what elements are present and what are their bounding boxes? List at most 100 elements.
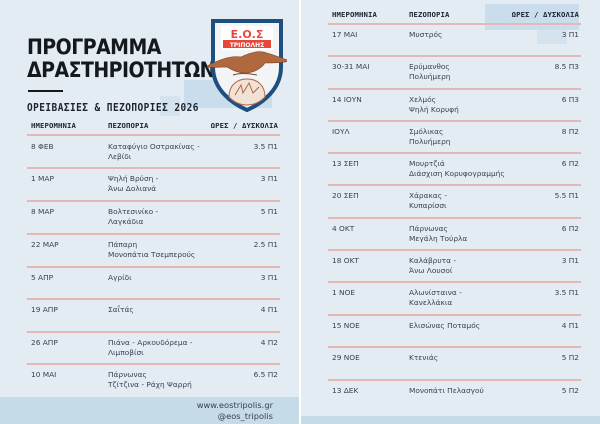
row-difficulty: 3 Π1 bbox=[561, 30, 579, 39]
route-line-1: Ελισώνας Ποταμός bbox=[409, 321, 481, 330]
route-line-1: Αλωνίσταινα - bbox=[409, 288, 462, 297]
row-date: 13 ΔΕΚ bbox=[332, 386, 359, 395]
route-line-2: Κανελλάκια bbox=[409, 298, 453, 307]
route-line-1: Πάρνωνας bbox=[108, 370, 147, 379]
decorative-tint bbox=[485, 4, 579, 30]
row-date: 30-31 ΜΑΙ bbox=[332, 62, 370, 71]
row-divider bbox=[328, 217, 581, 219]
row-divider bbox=[27, 134, 280, 136]
route-line-1: Πιάνα - Αρκουδόρεμα - bbox=[108, 338, 193, 347]
left-page: ΠΡΟΓΡΑΜΜΑ ΔΡΑΣΤΗΡΙΟΤΗΤΩΝ ΟΡΕΙΒΑΣΙΕΣ & ΠΕ… bbox=[0, 0, 299, 424]
row-divider bbox=[27, 233, 280, 235]
row-difficulty: 3 Π1 bbox=[260, 174, 278, 183]
table-header: ΗΜΕΡΟΜΗΝΙΑ ΠΕΖΟΠΟΡΙΑ ΩΡΕΣ / ΔΥΣΚΟΛΙΑ bbox=[328, 10, 581, 24]
decorative-tint bbox=[160, 96, 180, 116]
row-difficulty: 6 Π3 bbox=[561, 95, 579, 104]
row-date: 4 ΟΚΤ bbox=[332, 224, 355, 233]
title-divider bbox=[28, 90, 63, 92]
route-line-1: Μυστρός bbox=[409, 30, 443, 39]
table-row: 26 ΑΠΡ Πιάνα - Αρκουδόρεμα - Λιμποβίσι 4… bbox=[27, 338, 280, 368]
row-difficulty: 3 Π1 bbox=[561, 256, 579, 265]
row-date: 5 ΑΠΡ bbox=[31, 273, 54, 282]
route-line-2: Λιμποβίσι bbox=[108, 348, 144, 357]
row-date: 14 ΙΟΥΝ bbox=[332, 95, 362, 104]
route-line-1: Καταφύγιο Οστρακίνας - bbox=[108, 142, 200, 151]
row-divider bbox=[328, 55, 581, 57]
route-line-2: Μονοπάτια Τσεμπερούς bbox=[108, 250, 196, 259]
row-difficulty: 5.5 Π1 bbox=[554, 191, 579, 200]
row-divider bbox=[27, 167, 280, 169]
route-line-2: Άνω Λουσοί bbox=[409, 266, 453, 275]
footer bbox=[301, 416, 600, 424]
row-route: Μουρτζιά Διάσχιση Κορυφογραμμής bbox=[409, 159, 549, 179]
row-route: Σαΐτάς bbox=[108, 305, 248, 315]
row-difficulty: 5 Π2 bbox=[561, 386, 579, 395]
header-route: ΠΕΖΟΠΟΡΙΑ bbox=[108, 121, 149, 130]
row-divider bbox=[328, 88, 581, 90]
row-route: Πιάνα - Αρκουδόρεμα - Λιμποβίσι bbox=[108, 338, 248, 358]
website-link[interactable]: www.eostripolis.gr bbox=[196, 400, 273, 410]
page-title: ΠΡΟΓΡΑΜΜΑ ΔΡΑΣΤΗΡΙΟΤΗΤΩΝ bbox=[27, 35, 216, 82]
route-line-2: Λαγκάδια bbox=[108, 217, 144, 226]
header-difficulty: ΩΡΕΣ / ΔΥΣΚΟΛΙΑ bbox=[511, 10, 579, 19]
route-line-1: Μονοπάτι Πελασγού bbox=[409, 386, 484, 395]
row-divider bbox=[328, 23, 581, 25]
row-difficulty: 3 Π1 bbox=[260, 273, 278, 282]
route-line-2: Διάσχιση Κορυφογραμμής bbox=[409, 169, 505, 178]
table-row: ΙΟΥΛ Σμόλικας Πολυήμερη 8 Π2 bbox=[328, 127, 581, 157]
route-line-1: Κτενιάς bbox=[409, 353, 439, 362]
eagle-shield-icon: Ε.Ο.Σ ΤΡΙΠΟΛΗΣ bbox=[204, 19, 292, 113]
route-line-1: Καλάβρυτα - bbox=[409, 256, 456, 265]
route-line-1: Βολτεσινίκο - bbox=[108, 207, 159, 216]
header-difficulty: ΩΡΕΣ / ΔΥΣΚΟΛΙΑ bbox=[210, 121, 278, 130]
row-route: Χελμός Ψηλή Κορυφή bbox=[409, 95, 549, 115]
table-row: 30-31 ΜΑΙ Ερύμανθος Πολυήμερη 8.5 Π3 bbox=[328, 62, 581, 92]
table-row: 4 ΟΚΤ Πάρνωνας Μεγάλη Τούρλα 6 Π2 bbox=[328, 224, 581, 254]
row-difficulty: 5 Π2 bbox=[561, 353, 579, 362]
table-row: 19 ΑΠΡ Σαΐτάς 4 Π1 bbox=[27, 305, 280, 335]
table-row: 29 ΝΟΕ Κτενιάς 5 Π2 bbox=[328, 353, 581, 383]
route-line-2: Μεγάλη Τούρλα bbox=[409, 234, 468, 243]
table-row: 8 ΜΑΡ Βολτεσινίκο - Λαγκάδια 5 Π1 bbox=[27, 207, 280, 237]
header-route: ΠΕΖΟΠΟΡΙΑ bbox=[409, 10, 450, 19]
svg-text:ΤΡΙΠΟΛΗΣ: ΤΡΙΠΟΛΗΣ bbox=[230, 42, 265, 49]
row-divider bbox=[27, 298, 280, 300]
row-date: 1 ΝΟΕ bbox=[332, 288, 356, 297]
route-line-1: Πάπαρη bbox=[108, 240, 138, 249]
social-handle[interactable]: @eos_tripolis bbox=[217, 410, 273, 421]
row-date: ΙΟΥΛ bbox=[332, 127, 350, 136]
route-line-2: Πολυήμερη bbox=[409, 72, 451, 81]
row-difficulty: 6 Π2 bbox=[561, 159, 579, 168]
row-difficulty: 3.5 Π1 bbox=[554, 288, 579, 297]
row-difficulty: 5 Π1 bbox=[260, 207, 278, 216]
row-date: 26 ΑΠΡ bbox=[31, 338, 58, 347]
route-line-1: Ψηλή Βρύση - bbox=[108, 174, 159, 183]
route-line-1: Σμόλικας bbox=[409, 127, 444, 136]
row-difficulty: 2.5 Π1 bbox=[253, 240, 278, 249]
table-row: 15 ΝΟΕ Ελισώνας Ποταμός 4 Π1 bbox=[328, 321, 581, 351]
table-header: ΗΜΕΡΟΜΗΝΙΑ ΠΕΖΟΠΟΡΙΑ ΩΡΕΣ / ΔΥΣΚΟΛΙΑ bbox=[27, 121, 280, 135]
table-row: 14 ΙΟΥΝ Χελμός Ψηλή Κορυφή 6 Π3 bbox=[328, 95, 581, 125]
row-route: Ελισώνας Ποταμός bbox=[409, 321, 549, 331]
route-line-2: Λεβίδι bbox=[108, 152, 132, 161]
row-difficulty: 4 Π2 bbox=[260, 338, 278, 347]
route-line-2: Πολυήμερη bbox=[409, 137, 451, 146]
row-divider bbox=[27, 266, 280, 268]
table-row: 1 ΝΟΕ Αλωνίσταινα - Κανελλάκια 3.5 Π1 bbox=[328, 288, 581, 318]
svg-text:Ε.Ο.Σ: Ε.Ο.Σ bbox=[231, 28, 264, 41]
route-line-1: Ερύμανθος bbox=[409, 62, 450, 71]
row-route: Μονοπάτι Πελασγού bbox=[409, 386, 549, 396]
table-row: 22 ΜΑΡ Πάπαρη Μονοπάτια Τσεμπερούς 2.5 Π… bbox=[27, 240, 280, 270]
route-line-2: Ψηλή Κορυφή bbox=[409, 105, 459, 114]
route-line-1: Χάρακας - bbox=[409, 191, 448, 200]
row-route: Βολτεσινίκο - Λαγκάδια bbox=[108, 207, 248, 227]
row-date: 8 ΜΑΡ bbox=[31, 207, 54, 216]
row-date: 8 ΦΕΒ bbox=[31, 142, 54, 151]
row-route: Κτενιάς bbox=[409, 353, 549, 363]
row-date: 1 ΜΑΡ bbox=[31, 174, 54, 183]
row-date: 15 ΝΟΕ bbox=[332, 321, 360, 330]
row-date: 20 ΣΕΠ bbox=[332, 191, 359, 200]
row-difficulty: 4 Π1 bbox=[260, 305, 278, 314]
route-line-2: Άνω Δολιανά bbox=[108, 184, 157, 193]
title-line-1: ΠΡΟΓΡΑΜΜΑ bbox=[27, 35, 161, 60]
